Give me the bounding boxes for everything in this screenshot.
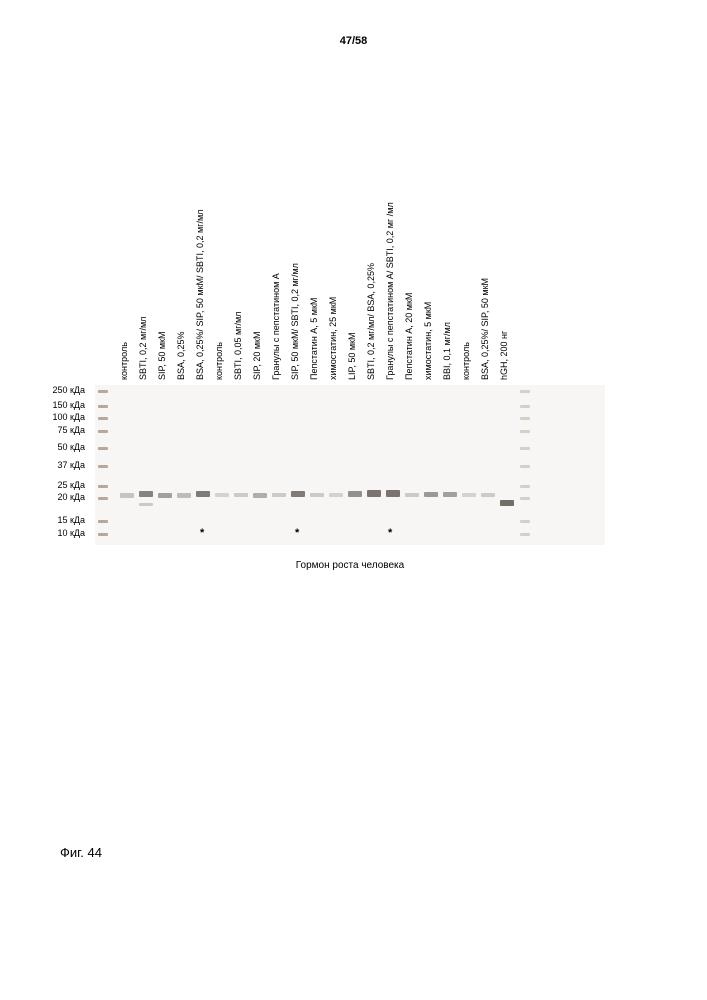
lane-label: BSA, 0,25%/ SIP, 50 мкM [480, 278, 490, 380]
mw-marker-label: 37 кДа [40, 460, 85, 470]
star-marker: * [200, 527, 204, 539]
gel-band [139, 503, 153, 506]
mw-marker-label: 15 кДа [40, 515, 85, 525]
lane-labels-container: контроль SBTI, 0,2 мг/мл SIP, 50 мкM BSA, 0… [90, 80, 610, 380]
lane-label: контроль [214, 342, 224, 380]
gel-band [158, 493, 172, 498]
ladder-band [98, 405, 108, 408]
gel-band [443, 492, 457, 497]
lane-label: контроль [461, 342, 471, 380]
gel-band [348, 491, 362, 497]
gel-band [310, 493, 324, 497]
lane-label: Гранулы с пепстатином A [271, 273, 281, 380]
ladder-band [520, 465, 530, 468]
lane-label: BBI, 0,1 мг/мл [442, 322, 452, 380]
ladder-band [98, 497, 108, 500]
gel-band [291, 491, 305, 497]
star-marker: * [388, 527, 392, 539]
lane-label: SIP, 50 мкM/ SBTI, 0,2 мг/мл [290, 263, 300, 380]
mw-marker-label: 100 кДа [40, 412, 85, 422]
lane-label: BSA, 0,25% [176, 331, 186, 380]
mw-marker-label: 150 кДа [40, 400, 85, 410]
lane-label: Пепстатин A, 5 мкM [309, 298, 319, 380]
mw-marker-label: 50 кДа [40, 442, 85, 452]
gel-image-area: 250 кДа150 кДа100 кДа75 кДа50 кДа37 кДа2… [90, 385, 610, 545]
ladder-band [520, 485, 530, 488]
gel-band [120, 493, 134, 498]
gel-band [177, 493, 191, 498]
star-marker: * [295, 527, 299, 539]
gel-band [424, 492, 438, 497]
ladder-band [98, 430, 108, 433]
figure-label: Фиг. 44 [60, 845, 102, 860]
gel-band [272, 493, 286, 497]
ladder-band [520, 447, 530, 450]
gel-band [139, 491, 153, 497]
lane-label: контроль [119, 342, 129, 380]
ladder-band [520, 520, 530, 523]
ladder-band [520, 390, 530, 393]
mw-marker-label: 75 кДа [40, 425, 85, 435]
ladder-band [98, 390, 108, 393]
mw-marker-label: 250 кДа [40, 385, 85, 395]
mw-marker-label: 20 кДа [40, 492, 85, 502]
gel-band [462, 493, 476, 497]
gel-band [481, 493, 495, 497]
ladder-band [520, 533, 530, 536]
ladder-band [98, 447, 108, 450]
gel-figure: контроль SBTI, 0,2 мг/мл SIP, 50 мкM BSA, 0… [90, 80, 610, 556]
lane-label: химостатин, 5 мкM [423, 302, 433, 380]
lane-label: SIP, 50 мкM [157, 332, 167, 380]
lane-label: SBTI, 0,05 мг/мл [233, 312, 243, 380]
lane-label: Гранулы с пепстатином A/ SBTI, 0,2 мг /м… [385, 202, 395, 380]
gel-band [386, 490, 400, 497]
ladder-band [520, 497, 530, 500]
lane-label: LIP, 50 мкM [347, 333, 357, 380]
gel-band [215, 493, 229, 497]
gel-band [367, 490, 381, 497]
lane-label: SBTI, 0,2 мг/мл/ BSA, 0,25% [366, 263, 376, 380]
lane-label: Пепстатин A, 20 мкM [404, 293, 414, 380]
gel-band [500, 500, 514, 506]
ladder-band [98, 465, 108, 468]
gel-band [405, 493, 419, 497]
lane-label: SIP, 20 мкM [252, 332, 262, 380]
lane-label: химостатин, 25 мкM [328, 297, 338, 380]
ladder-band [98, 533, 108, 536]
ladder-band [520, 430, 530, 433]
mw-marker-label: 25 кДа [40, 480, 85, 490]
ladder-band [98, 520, 108, 523]
lane-label: hGH, 200 нг [499, 331, 509, 380]
gel-caption: Гормон роста человека [90, 560, 610, 571]
gel-band [196, 491, 210, 497]
page-number: 47/58 [0, 35, 707, 47]
gel-band [253, 493, 267, 498]
ladder-band [520, 417, 530, 420]
ladder-band [98, 417, 108, 420]
gel-band [234, 493, 248, 497]
lane-label: BSA, 0,25%/ SIP, 50 мкM/ SBTI, 0,2 мг/мл [195, 210, 205, 380]
mw-marker-label: 10 кДа [40, 528, 85, 538]
ladder-band [98, 485, 108, 488]
gel-band [329, 493, 343, 497]
lane-label: SBTI, 0,2 мг/мл [138, 317, 148, 380]
ladder-band [520, 405, 530, 408]
